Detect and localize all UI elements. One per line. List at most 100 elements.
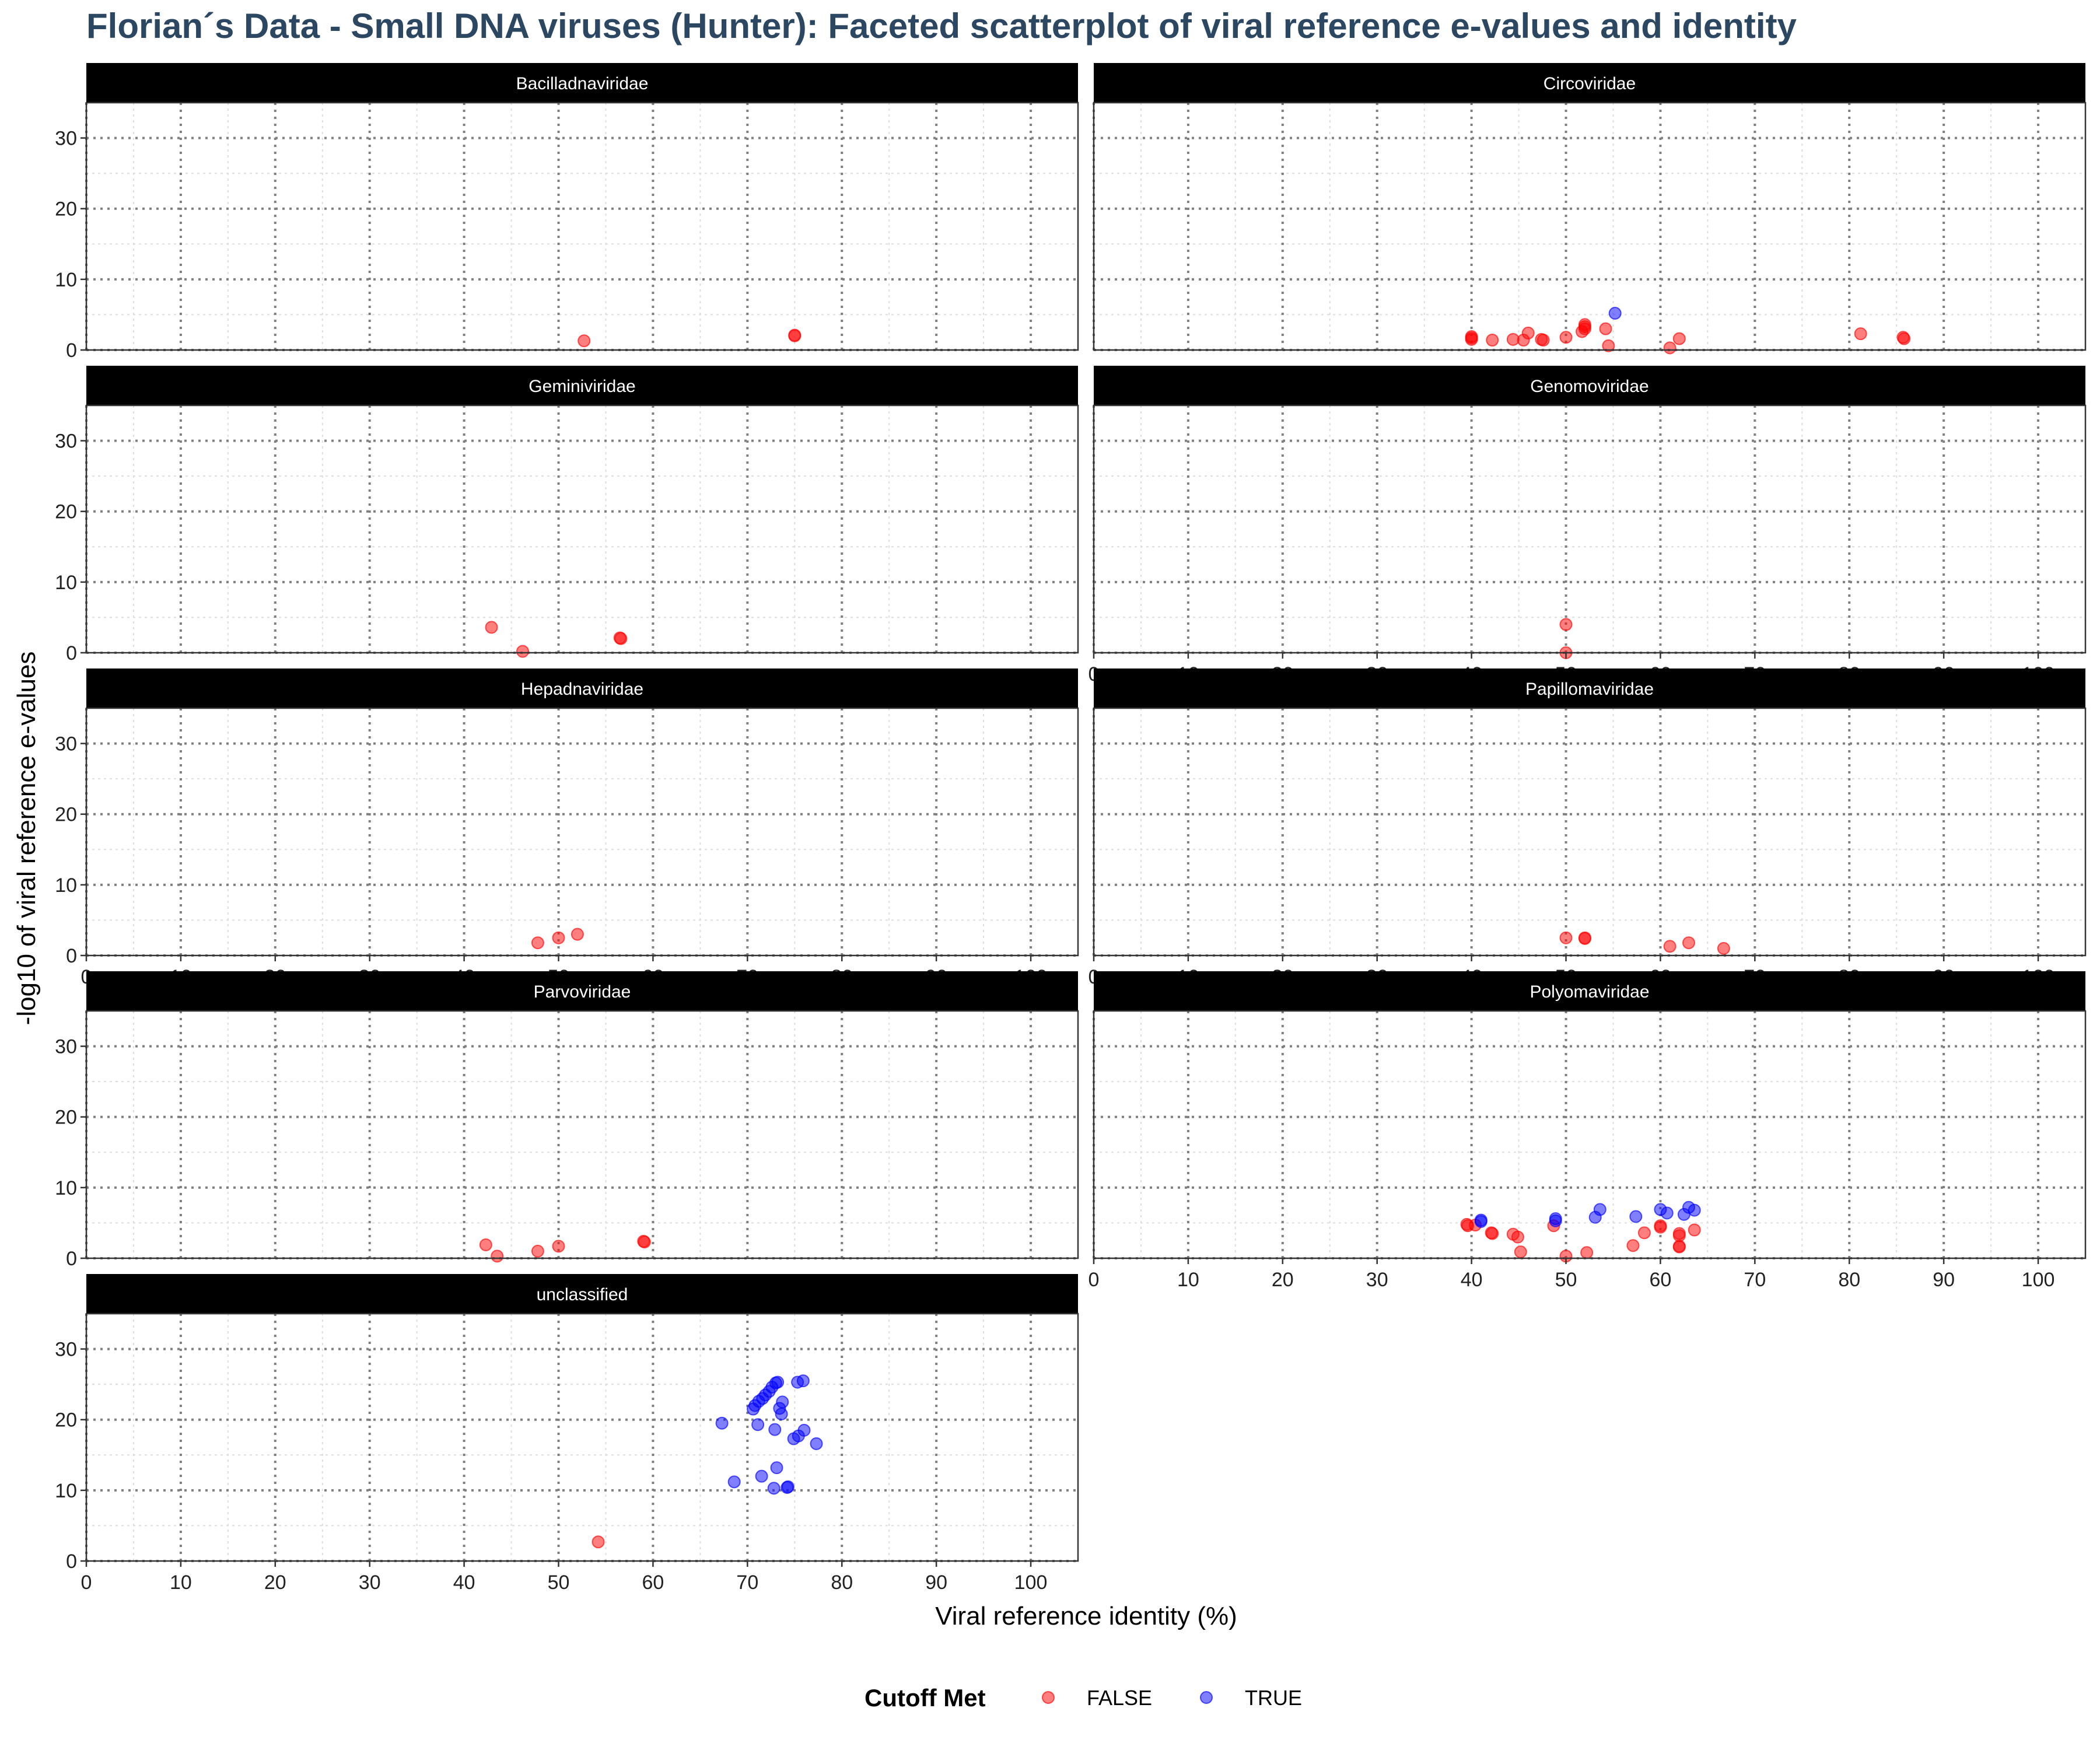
data-point	[1474, 1213, 1488, 1227]
facet-strip-label: Hepadnaviridae	[521, 680, 643, 699]
data-point	[552, 1240, 565, 1253]
x-tick-label: 10	[1177, 1269, 1199, 1291]
data-point	[796, 1374, 810, 1388]
data-point	[592, 1535, 605, 1549]
y-tick-label: 30	[55, 430, 77, 453]
data-point	[1511, 1230, 1524, 1244]
data-point	[770, 1461, 783, 1475]
data-point	[1663, 341, 1676, 355]
panel-border	[1093, 707, 2087, 957]
y-tick-label: 0	[66, 642, 77, 664]
x-tick-label: 0	[81, 1572, 92, 1594]
facet-panel: Polyomaviridae 0 10 20 30 40 50 60 70 80 90 100	[1088, 971, 2087, 1291]
panel-border	[85, 1312, 1079, 1562]
data-point	[788, 329, 802, 342]
data-point	[751, 1418, 765, 1432]
data-point	[776, 1395, 789, 1409]
panel-border	[1093, 102, 2087, 351]
facet-panels: Bacilladnaviridae 0 10 20 30 Circoviridae Gemi…	[55, 63, 2087, 1594]
data-point	[1593, 1203, 1606, 1216]
data-point	[1486, 334, 1499, 347]
facet-strip	[86, 1274, 1078, 1314]
facet-panel: Hepadnaviridae01020300102030405060708090…	[55, 668, 1079, 988]
data-point	[578, 334, 591, 348]
facet-strip-label: Parvoviridae	[534, 982, 631, 1002]
y-tick-label: 20	[55, 501, 77, 523]
data-point	[1717, 942, 1730, 955]
data-point	[1536, 334, 1550, 347]
data-point	[1580, 1246, 1594, 1259]
data-point	[1559, 331, 1573, 344]
data-point	[1629, 1210, 1643, 1223]
x-tick-label: 90	[1933, 1269, 1955, 1291]
data-point	[1578, 322, 1591, 335]
data-point	[516, 645, 529, 658]
data-point	[1663, 940, 1676, 953]
data-point	[1626, 1239, 1640, 1252]
facet-strip	[86, 668, 1078, 708]
facet-strip	[1094, 63, 2085, 103]
facet-strip-label: unclassified	[537, 1285, 628, 1304]
data-point	[1521, 326, 1535, 340]
data-point	[1672, 332, 1686, 345]
data-point	[1514, 1245, 1527, 1259]
facet-strip-label: Papillomaviridae	[1525, 680, 1654, 699]
data-point	[531, 936, 544, 950]
data-point	[775, 1408, 788, 1421]
y-tick-label: 30	[55, 733, 77, 755]
y-tick-label: 0	[66, 1550, 77, 1573]
x-tick-label: 70	[1744, 1269, 1766, 1291]
data-point	[1549, 1212, 1562, 1226]
x-tick-label: 20	[1272, 1269, 1294, 1291]
x-tick-label: 80	[1838, 1269, 1860, 1291]
data-point	[1854, 327, 1867, 341]
x-tick-label: 40	[453, 1572, 475, 1594]
panel-border	[85, 707, 1079, 957]
data-point	[1682, 936, 1695, 950]
legend-key	[1042, 1691, 1055, 1704]
data-point	[491, 1250, 504, 1263]
facet-panel: Papillomaviridae0102030405060708090100	[1088, 668, 2087, 988]
x-tick-label: 0	[1088, 1269, 1100, 1291]
data-point	[1688, 1203, 1701, 1217]
facet-strip	[1094, 971, 2085, 1011]
data-point	[1637, 1226, 1651, 1240]
panel-border	[85, 1010, 1079, 1259]
y-tick-label: 30	[55, 1036, 77, 1058]
x-tick-label: 30	[359, 1572, 381, 1594]
data-point	[1672, 1240, 1686, 1254]
facet-panel: Circoviridae	[1093, 63, 2087, 355]
facet-strip-label: Polyomaviridae	[1530, 982, 1649, 1002]
y-tick-label: 10	[55, 1480, 77, 1502]
facet-strip	[86, 366, 1078, 405]
data-point	[755, 1469, 768, 1483]
x-tick-label: 40	[1461, 1269, 1483, 1291]
data-point	[552, 931, 565, 944]
data-point	[485, 621, 498, 634]
y-tick-label: 30	[55, 1339, 77, 1361]
data-point	[1688, 1223, 1701, 1237]
data-point	[1672, 1229, 1686, 1242]
legend-label: TRUE	[1245, 1686, 1302, 1710]
y-tick-label: 10	[55, 1177, 77, 1199]
y-tick-label: 20	[55, 804, 77, 826]
facet-panel: Bacilladnaviridae 0 10 20 30	[55, 63, 1079, 362]
chart-title: Florian´s Data - Small DNA viruses (Hunt…	[86, 6, 1797, 46]
y-tick-label: 10	[55, 874, 77, 897]
facet-strip	[86, 971, 1078, 1011]
x-tick-label: 100	[2022, 1269, 2055, 1291]
x-tick-label: 60	[1650, 1269, 1672, 1291]
x-tick-label: 60	[642, 1572, 664, 1594]
facet-panel: Geminiviridae 0 10 20 30	[55, 366, 1079, 664]
facet-strip-label: Bacilladnaviridae	[516, 74, 649, 93]
data-point	[1654, 1219, 1667, 1233]
x-tick-label: 50	[548, 1572, 570, 1594]
data-point	[1660, 1206, 1674, 1220]
facet-strip	[1094, 668, 2085, 708]
data-point	[1599, 322, 1612, 335]
x-tick-label: 80	[831, 1572, 853, 1594]
data-point	[638, 1236, 651, 1249]
y-axis-label: -log10 of viral reference e-values	[12, 652, 41, 1026]
